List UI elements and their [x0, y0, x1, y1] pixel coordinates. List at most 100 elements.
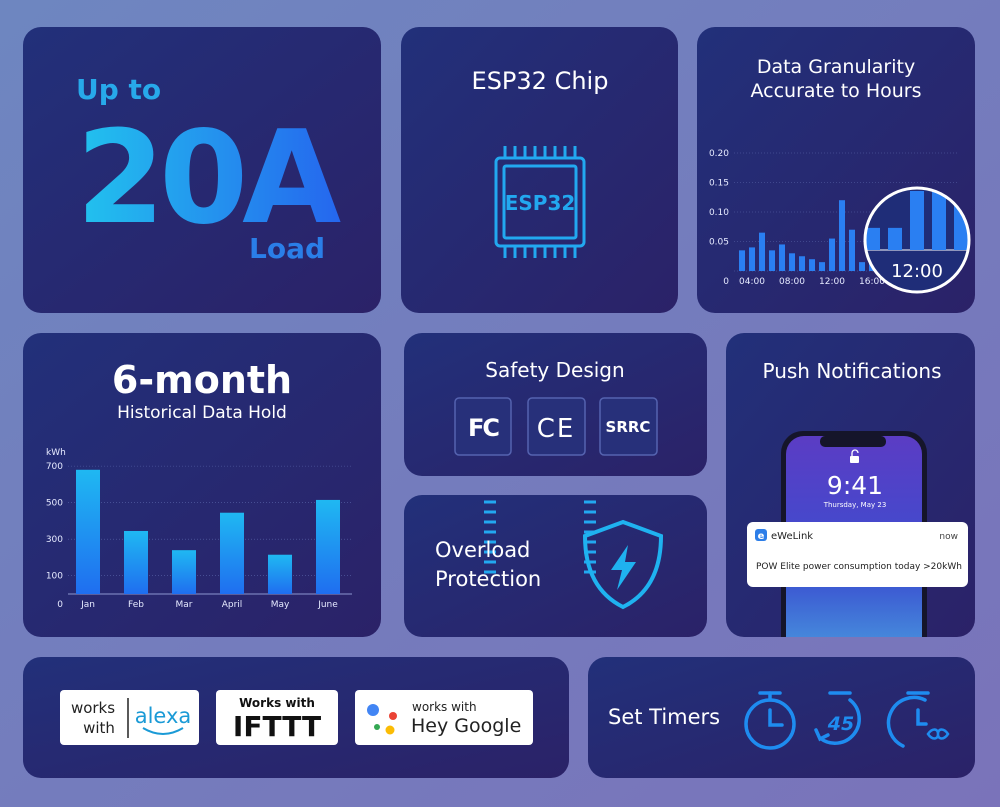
- cert-logo: CE: [537, 414, 576, 444]
- bar: [829, 238, 835, 271]
- cert-frame: [454, 397, 512, 456]
- bar: [76, 469, 100, 594]
- x-tick-label: June: [317, 600, 338, 610]
- badge-brand: Hey Google: [411, 715, 521, 737]
- badge-text: Works with: [239, 696, 315, 710]
- bar: [839, 200, 845, 271]
- bar: [809, 259, 815, 271]
- badge-text: works: [71, 699, 115, 717]
- zoomed-bar: [866, 227, 880, 250]
- y-tick-label: 700: [46, 462, 63, 472]
- phone-date: Thursday, May 23: [823, 501, 887, 509]
- y-tick-label: 0: [723, 277, 729, 287]
- bar: [220, 512, 244, 594]
- granularity-title: Accurate to Hours: [750, 80, 921, 102]
- bar: [749, 247, 755, 271]
- time-ago: now: [939, 532, 958, 542]
- chip-icon: [484, 146, 596, 574]
- x-tick-label: April: [222, 600, 243, 610]
- bar: [859, 262, 865, 271]
- magnifier-ring: [863, 186, 971, 294]
- bar: [819, 262, 825, 271]
- chip-label: ESP32: [505, 191, 576, 215]
- alexa-smile: [142, 727, 184, 735]
- power-prefix: Up to: [76, 73, 161, 106]
- history-title: 6-month: [112, 358, 292, 402]
- bar: [124, 530, 148, 594]
- bar: [172, 550, 196, 594]
- card: [401, 27, 678, 313]
- overload-title: Protection: [435, 567, 541, 591]
- shield-icon: [582, 519, 664, 610]
- notifications-title: Push Notifications: [762, 359, 941, 383]
- bar: [739, 250, 745, 271]
- badge-brand: IFTTT: [233, 710, 321, 743]
- badge-brand: alexa: [135, 704, 192, 728]
- chip-title: ESP32 Chip: [472, 67, 609, 95]
- y-tick-label: 0.10: [709, 208, 729, 218]
- notification-message: POW Elite power consumption today >20kWh: [756, 562, 962, 572]
- power-rating: 20A: [76, 104, 341, 253]
- cert-logo: SRRC: [606, 418, 651, 436]
- y-tick-label: 0.05: [709, 238, 729, 248]
- magnifier-label: 12:00: [891, 261, 943, 282]
- zoomed-bar: [932, 191, 946, 250]
- y-tick-label: 300: [46, 535, 63, 545]
- card: [23, 27, 381, 313]
- monthly-chart: 0 100 300 500 700 Jan Feb Mar April May June: [46, 462, 352, 610]
- timer-icons: [744, 691, 950, 750]
- app-icon: [755, 529, 767, 541]
- app-icon-letter: e: [758, 531, 765, 542]
- bar: [316, 499, 340, 594]
- x-tick-label: 16:00: [859, 277, 885, 287]
- cert-frame: [599, 397, 658, 456]
- safety-title: Safety Design: [485, 358, 624, 382]
- bar: [769, 250, 775, 271]
- notification: [747, 522, 968, 587]
- y-tick-label: 0.20: [709, 149, 729, 159]
- history-subtitle: Historical Data Hold: [117, 403, 287, 423]
- bar: [789, 253, 795, 271]
- magnifier-content: [865, 191, 969, 251]
- x-tick-label: 04:00: [739, 277, 765, 287]
- phone-time: 9:41: [827, 471, 883, 500]
- zoomed-bar: [910, 191, 924, 250]
- google-badge: [355, 690, 533, 745]
- bar: [849, 229, 855, 271]
- bar: [759, 232, 765, 271]
- granularity-title: Data Granularity: [757, 56, 915, 78]
- cert-logo: FC: [468, 414, 499, 442]
- power-suffix: Load: [249, 232, 325, 265]
- bar: [779, 244, 785, 271]
- google-dots: [367, 704, 397, 735]
- zoomed-bar: [888, 227, 902, 250]
- x-tick-label: 12:00: [819, 277, 845, 287]
- x-tick-label: 08:00: [779, 277, 805, 287]
- x-tick-label: Jan: [80, 600, 95, 610]
- overload-title: Overload: [435, 538, 530, 562]
- app-name: eWeLink: [771, 531, 813, 542]
- bar: [268, 554, 292, 594]
- y-tick-label: 500: [46, 499, 63, 509]
- hourly-chart: 0 0.05 0.10 0.15 0.20 04:00 08:00 12:00 16:00 12:…: [709, 149, 971, 294]
- x-tick-label: Feb: [128, 600, 144, 610]
- badge-text: with: [83, 719, 115, 737]
- timers-title: Set Timers: [608, 705, 720, 729]
- y-tick-label: 0.15: [709, 179, 729, 189]
- card: [404, 495, 707, 637]
- bar: [799, 256, 805, 271]
- cert-frames: [454, 397, 658, 456]
- ifttt-badge: [216, 690, 338, 745]
- x-tick-label: May: [271, 600, 290, 610]
- y-tick-label: 100: [46, 572, 63, 582]
- y-tick-label: 0: [57, 600, 63, 610]
- cert-frame: [527, 397, 586, 456]
- x-tick-label: Mar: [176, 600, 193, 610]
- alexa-badge: [60, 690, 199, 745]
- timer-countdown: 45: [827, 713, 854, 735]
- unit-label: kWh: [46, 448, 66, 458]
- card: [588, 657, 975, 778]
- badge-text: works with: [412, 700, 477, 714]
